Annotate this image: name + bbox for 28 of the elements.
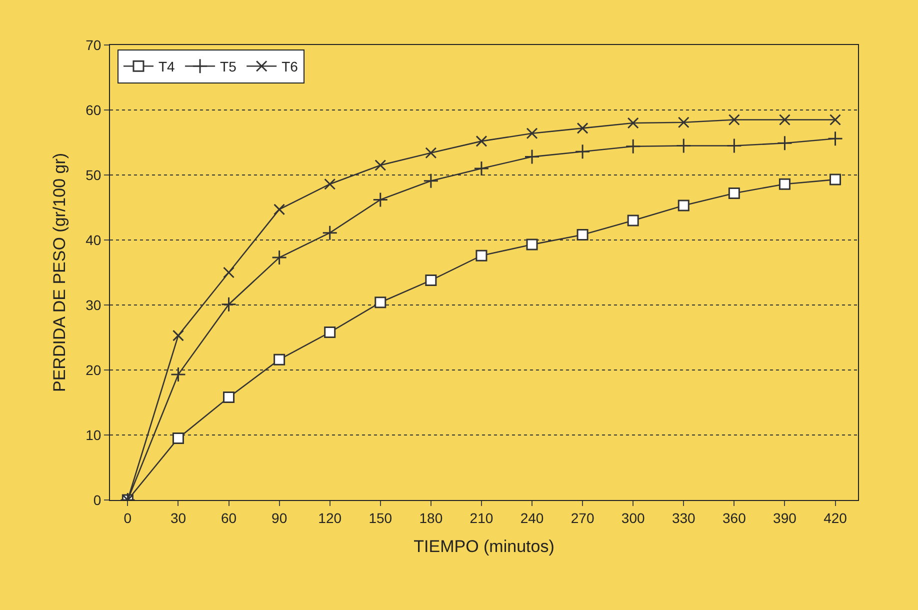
- x-axis-title: TIEMPO (minutos): [414, 537, 554, 556]
- x-tick-label: 90: [272, 510, 288, 526]
- x-tick-label: 240: [520, 510, 544, 526]
- y-tick-label: 30: [86, 296, 102, 313]
- y-axis-title: PERDIDA DE PESO (gr/100 gr): [50, 152, 70, 392]
- x-tick-label: 60: [220, 510, 237, 526]
- x-tick-label: 270: [570, 510, 594, 526]
- y-tick-label: 40: [86, 232, 102, 248]
- y-tick-label: 10: [86, 426, 102, 443]
- x-tick-label: 210: [470, 510, 494, 526]
- legend-label: T4: [158, 58, 176, 75]
- y-tick-label: 20: [86, 362, 102, 378]
- y-tick-label: 70: [86, 36, 102, 53]
- legend-label: T6: [282, 58, 298, 75]
- x-tick-label: 420: [824, 510, 848, 526]
- x-tick-label: 390: [773, 510, 797, 526]
- x-tick-label: 150: [368, 510, 392, 526]
- x-tick-label: 330: [672, 510, 696, 526]
- legend-label: T5: [220, 58, 237, 75]
- x-tick-label: 300: [621, 510, 645, 526]
- y-tick-label: 50: [86, 166, 102, 183]
- y-tick-label: 0: [93, 492, 102, 508]
- x-tick-label: 0: [124, 510, 132, 526]
- x-tick-label: 360: [722, 510, 746, 526]
- y-tick-label: 60: [86, 102, 102, 118]
- x-tick-label: 30: [170, 510, 186, 526]
- x-tick-label: 120: [318, 510, 342, 526]
- x-tick-label: 180: [419, 510, 443, 526]
